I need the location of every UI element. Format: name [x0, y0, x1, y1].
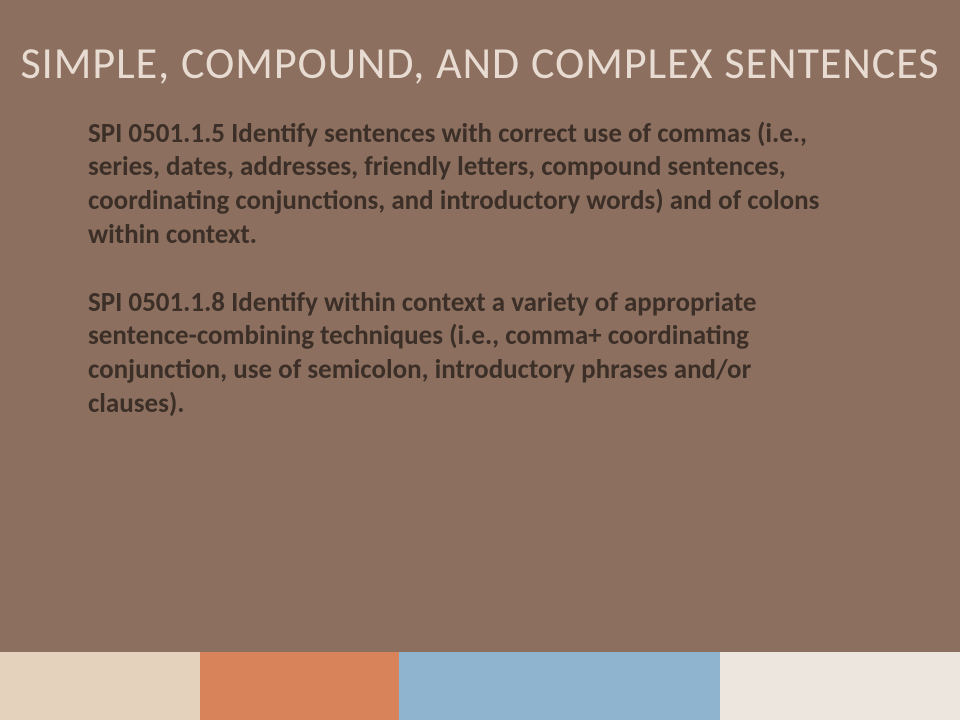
bar-segment — [399, 652, 720, 720]
slide-title: SIMPLE, COMPOUND, AND COMPLEX SENTENCES — [0, 0, 960, 89]
paragraph: SPI 0501.1.8 Identify within context a v… — [88, 286, 850, 421]
paragraph: SPI 0501.1.5 Identify sentences with cor… — [88, 117, 850, 252]
bar-segment — [200, 652, 400, 720]
slide-body: SPI 0501.1.5 Identify sentences with cor… — [0, 89, 960, 421]
decorative-bottom-bar — [0, 652, 960, 720]
bar-segment — [0, 652, 200, 720]
bar-segment — [720, 652, 960, 720]
slide: SIMPLE, COMPOUND, AND COMPLEX SENTENCES … — [0, 0, 960, 720]
